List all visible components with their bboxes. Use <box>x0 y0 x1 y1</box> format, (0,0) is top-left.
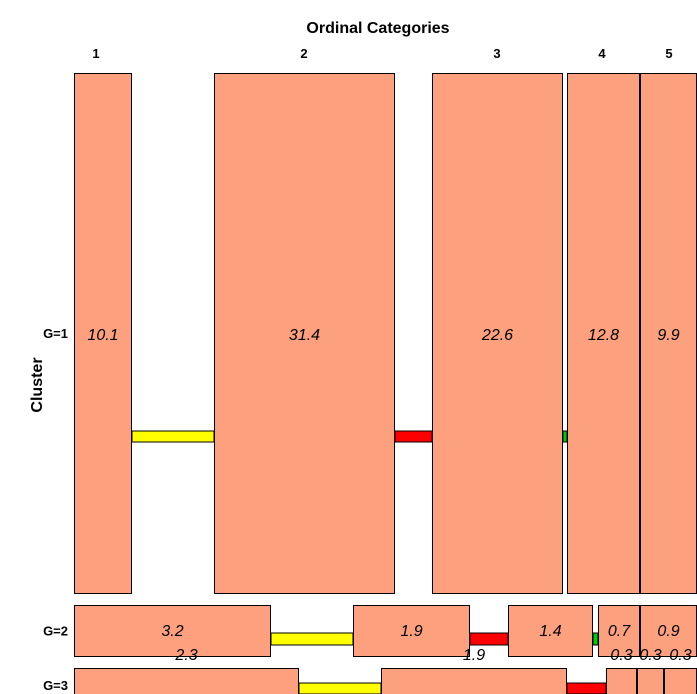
cell-value-G=1-col3: 22.6 <box>481 327 513 344</box>
cell-G=2-col1 <box>74 605 271 657</box>
cell-G=1-col5 <box>640 73 697 594</box>
cell-G=2-col2 <box>353 605 470 657</box>
cell-value-G=3-col3: 0.3 <box>610 647 632 664</box>
cell-value-G=2-col1: 3.2 <box>161 623 183 640</box>
row-label-3: G=3 <box>43 678 68 693</box>
cell-value-G=3-col1: 2.3 <box>174 647 197 664</box>
column-label-2: 2 <box>300 46 307 61</box>
cell-G=2-col3 <box>508 605 593 657</box>
column-label-3: 3 <box>493 46 500 61</box>
cell-G=3-col3 <box>606 668 637 694</box>
cell-G=3-col2 <box>381 668 567 694</box>
cell-value-G=1-col4: 12.8 <box>588 327 619 344</box>
column-labels: 1 2 3 4 5 <box>92 46 672 61</box>
empty-cell-marker-r3-1 <box>298 682 382 694</box>
cell-value-labels: 10.1 31.4 22.6 12.8 9.9 3.2 1.9 1.4 0.7 0.9 2.3 1.9… <box>87 327 691 664</box>
column-label-5: 5 <box>665 46 672 61</box>
cell-value-G=1-col5: 9.9 <box>657 327 679 344</box>
cell-G=1-col1 <box>74 73 132 594</box>
cell-G=3-col5 <box>664 668 697 694</box>
cell-value-G=2-col2: 1.9 <box>400 623 422 640</box>
cell-G=2-col5 <box>640 605 697 657</box>
cell-value-G=1-col2: 31.4 <box>289 327 320 344</box>
cell-value-G=2-col4: 0.7 <box>608 623 631 640</box>
empty-cell-marker-r1-1 <box>131 430 215 443</box>
empty-cell-marker-r3-2 <box>566 682 607 694</box>
row-labels: G=1 G=2 G=3 <box>43 326 68 693</box>
mosaic-cells <box>74 73 697 694</box>
cell-value-G=3-col2: 1.9 <box>463 647 485 664</box>
cell-G=3-col4 <box>637 668 664 694</box>
cell-G=2-col4 <box>598 605 640 657</box>
empty-cell-marker-r2-3 <box>592 632 599 646</box>
cell-value-G=2-col3: 1.4 <box>539 623 561 640</box>
y-axis-label: Cluster <box>29 357 46 412</box>
cell-G=1-col2 <box>214 73 395 594</box>
cell-G=3-col1 <box>74 668 299 694</box>
row-label-1: G=1 <box>43 326 68 341</box>
column-label-1: 1 <box>92 46 99 61</box>
cell-value-G=2-col5: 0.9 <box>657 623 679 640</box>
cell-G=1-col3 <box>432 73 563 594</box>
empty-cell-marker-r2-1 <box>270 632 354 646</box>
empty-cell-marker-r2-2 <box>469 632 509 646</box>
empty-cell-marker-r1-3 <box>562 430 568 443</box>
cell-value-G=3-col5: 0.3 <box>669 647 691 664</box>
row-label-2: G=2 <box>43 624 68 639</box>
chart-title: Ordinal Categories <box>306 20 449 37</box>
column-label-4: 4 <box>598 46 606 61</box>
empty-cell-marker-r1-2 <box>394 430 433 443</box>
cell-G=1-col4 <box>567 73 640 594</box>
cell-value-G=3-col4: 0.3 <box>639 647 661 664</box>
cell-value-G=1-col1: 10.1 <box>87 327 118 344</box>
